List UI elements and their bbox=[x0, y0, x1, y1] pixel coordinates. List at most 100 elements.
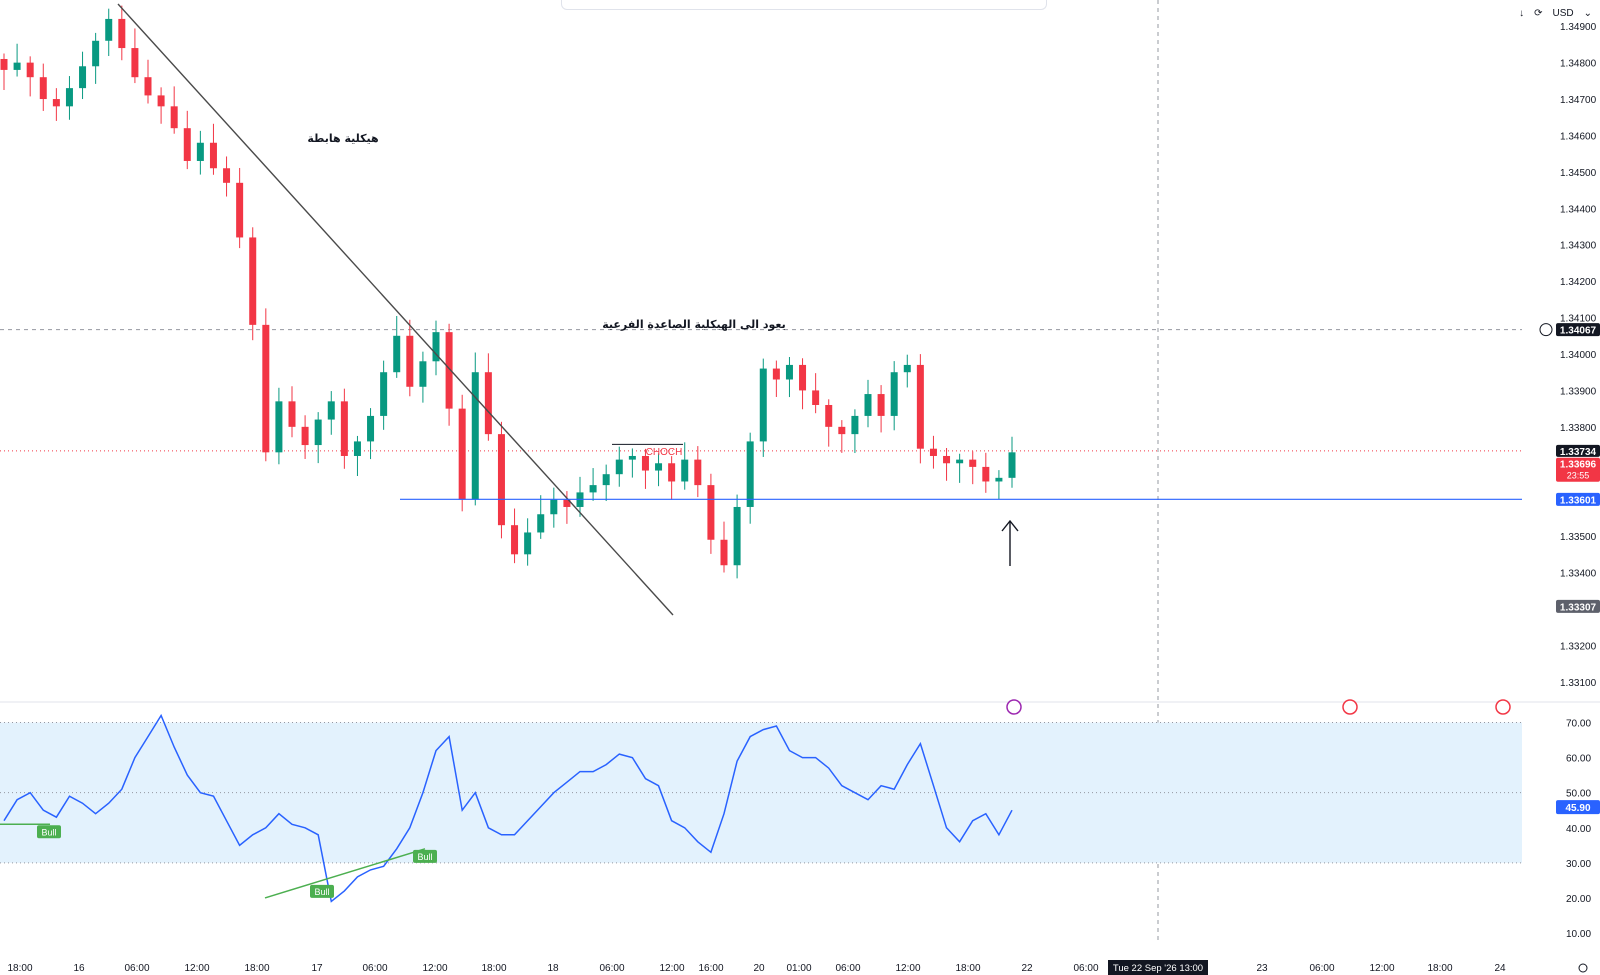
crosshair-date-label: Tue 22 Sep '26 13:00 bbox=[1113, 963, 1203, 974]
downtrend-line bbox=[117, 3, 674, 616]
bull-signal-badge bbox=[310, 884, 334, 898]
candle-body bbox=[916, 364, 924, 449]
candle-body bbox=[655, 463, 663, 471]
candle-body bbox=[759, 368, 767, 442]
candle-body bbox=[929, 448, 937, 456]
candle-body bbox=[262, 324, 270, 453]
candle-body bbox=[550, 499, 558, 515]
price-tick: 1.33200 bbox=[1560, 641, 1597, 652]
time-tick: 18:00 bbox=[7, 963, 32, 974]
rsi-current-bg bbox=[1556, 800, 1600, 815]
candle-body bbox=[956, 459, 964, 464]
candle-body bbox=[1008, 452, 1016, 478]
bull-divergence-line bbox=[264, 848, 426, 899]
time-tick: 12:00 bbox=[1369, 963, 1394, 974]
time-tick: 20 bbox=[753, 963, 765, 974]
price-tick: 1.34800 bbox=[1560, 59, 1597, 70]
chevron-down-icon[interactable]: ⌄ bbox=[1583, 8, 1592, 19]
currency-label[interactable]: USD bbox=[1552, 8, 1574, 19]
candle-body bbox=[628, 455, 636, 460]
drawings bbox=[117, 3, 1522, 616]
candle-body bbox=[589, 485, 597, 493]
candle-body bbox=[471, 372, 479, 500]
candle-body bbox=[641, 455, 649, 471]
time-tick: 12:00 bbox=[659, 963, 684, 974]
time-tick: 12:00 bbox=[422, 963, 447, 974]
candle-body bbox=[969, 459, 977, 467]
drawing-toolbar[interactable] bbox=[561, 0, 1047, 10]
time-tick: 06:00 bbox=[599, 963, 624, 974]
candle-body bbox=[236, 182, 244, 238]
candle-body bbox=[825, 404, 833, 427]
support-price-label: 1.33601 bbox=[1560, 495, 1597, 506]
arrow-down-icon[interactable]: ↓ bbox=[1519, 8, 1525, 19]
lightning-event-icon bbox=[1006, 699, 1022, 715]
rsi-tick: 50.00 bbox=[1566, 789, 1591, 800]
high-price-label-bg bbox=[1556, 444, 1600, 457]
countdown-label: 23:55 bbox=[1567, 471, 1590, 481]
candle-body bbox=[524, 532, 532, 555]
price-tick: 1.33100 bbox=[1560, 678, 1597, 689]
candle-body bbox=[0, 58, 8, 70]
price-axis: 1.34900 1.34800 1.34700 1.34600 1.34500 1.344… bbox=[1560, 22, 1597, 940]
low-price-label: 1.33307 bbox=[1560, 602, 1597, 613]
candle-body bbox=[615, 459, 623, 475]
candle-body bbox=[196, 142, 204, 161]
candle-body bbox=[746, 441, 754, 507]
candle-body bbox=[131, 48, 139, 78]
candle-body bbox=[419, 361, 427, 387]
bull-signal-badge bbox=[37, 825, 61, 839]
candle-body bbox=[183, 128, 191, 161]
candle-body bbox=[668, 463, 676, 482]
price-tick: 1.33800 bbox=[1560, 423, 1597, 434]
candle-body bbox=[602, 474, 610, 486]
crosshair-date-bg bbox=[1108, 960, 1208, 975]
top-right-controls: ↓ ⟳ USD ⌄ bbox=[1519, 8, 1592, 19]
price-tick: 1.34900 bbox=[1560, 22, 1597, 33]
rsi-band bbox=[0, 722, 1522, 864]
candle-body bbox=[943, 455, 951, 464]
candle-body bbox=[733, 506, 741, 566]
time-tick: 22 bbox=[1021, 963, 1033, 974]
bull-signal-badge bbox=[413, 849, 437, 863]
rsi-tick: 30.00 bbox=[1566, 859, 1591, 870]
candle-body bbox=[52, 99, 60, 107]
rsi-pane: Bull Bull Bull bbox=[0, 713, 1013, 903]
time-tick: 18:00 bbox=[955, 963, 980, 974]
candle-body bbox=[563, 499, 571, 507]
rsi-line bbox=[3, 713, 1013, 903]
candle-body bbox=[340, 401, 348, 456]
candle-body bbox=[720, 539, 728, 566]
candle-body bbox=[105, 18, 113, 41]
candle-body bbox=[170, 106, 178, 129]
time-tick: 06:00 bbox=[1309, 963, 1334, 974]
candle-body bbox=[890, 372, 898, 416]
refresh-icon[interactable]: ⟳ bbox=[1534, 8, 1543, 19]
price-tick: 1.34700 bbox=[1560, 95, 1597, 106]
candle-body bbox=[406, 335, 414, 387]
candle-body bbox=[118, 18, 126, 49]
gear-icon[interactable] bbox=[1578, 963, 1588, 973]
candle-body bbox=[537, 514, 545, 533]
candle-body bbox=[327, 401, 335, 420]
candle-body bbox=[877, 394, 885, 416]
flag-event-icon bbox=[1495, 699, 1511, 715]
price-tick: 1.34400 bbox=[1560, 204, 1597, 215]
price-tick: 1.34500 bbox=[1560, 168, 1597, 179]
candle-body bbox=[812, 390, 820, 405]
price-tick: 1.34000 bbox=[1560, 350, 1597, 361]
rsi-tick: 10.00 bbox=[1566, 929, 1591, 940]
candle-body bbox=[39, 77, 47, 100]
candle-body bbox=[314, 419, 322, 446]
time-tick: 18:00 bbox=[481, 963, 506, 974]
candle-body bbox=[694, 459, 702, 486]
candle-body bbox=[799, 364, 807, 391]
time-tick: 18:00 bbox=[244, 963, 269, 974]
time-tick: 24 bbox=[1494, 963, 1506, 974]
candle-body bbox=[275, 401, 283, 453]
candle-body bbox=[484, 372, 492, 435]
candle-body bbox=[65, 88, 73, 107]
candle-body bbox=[903, 364, 911, 373]
flag-event-icon bbox=[1342, 699, 1358, 715]
